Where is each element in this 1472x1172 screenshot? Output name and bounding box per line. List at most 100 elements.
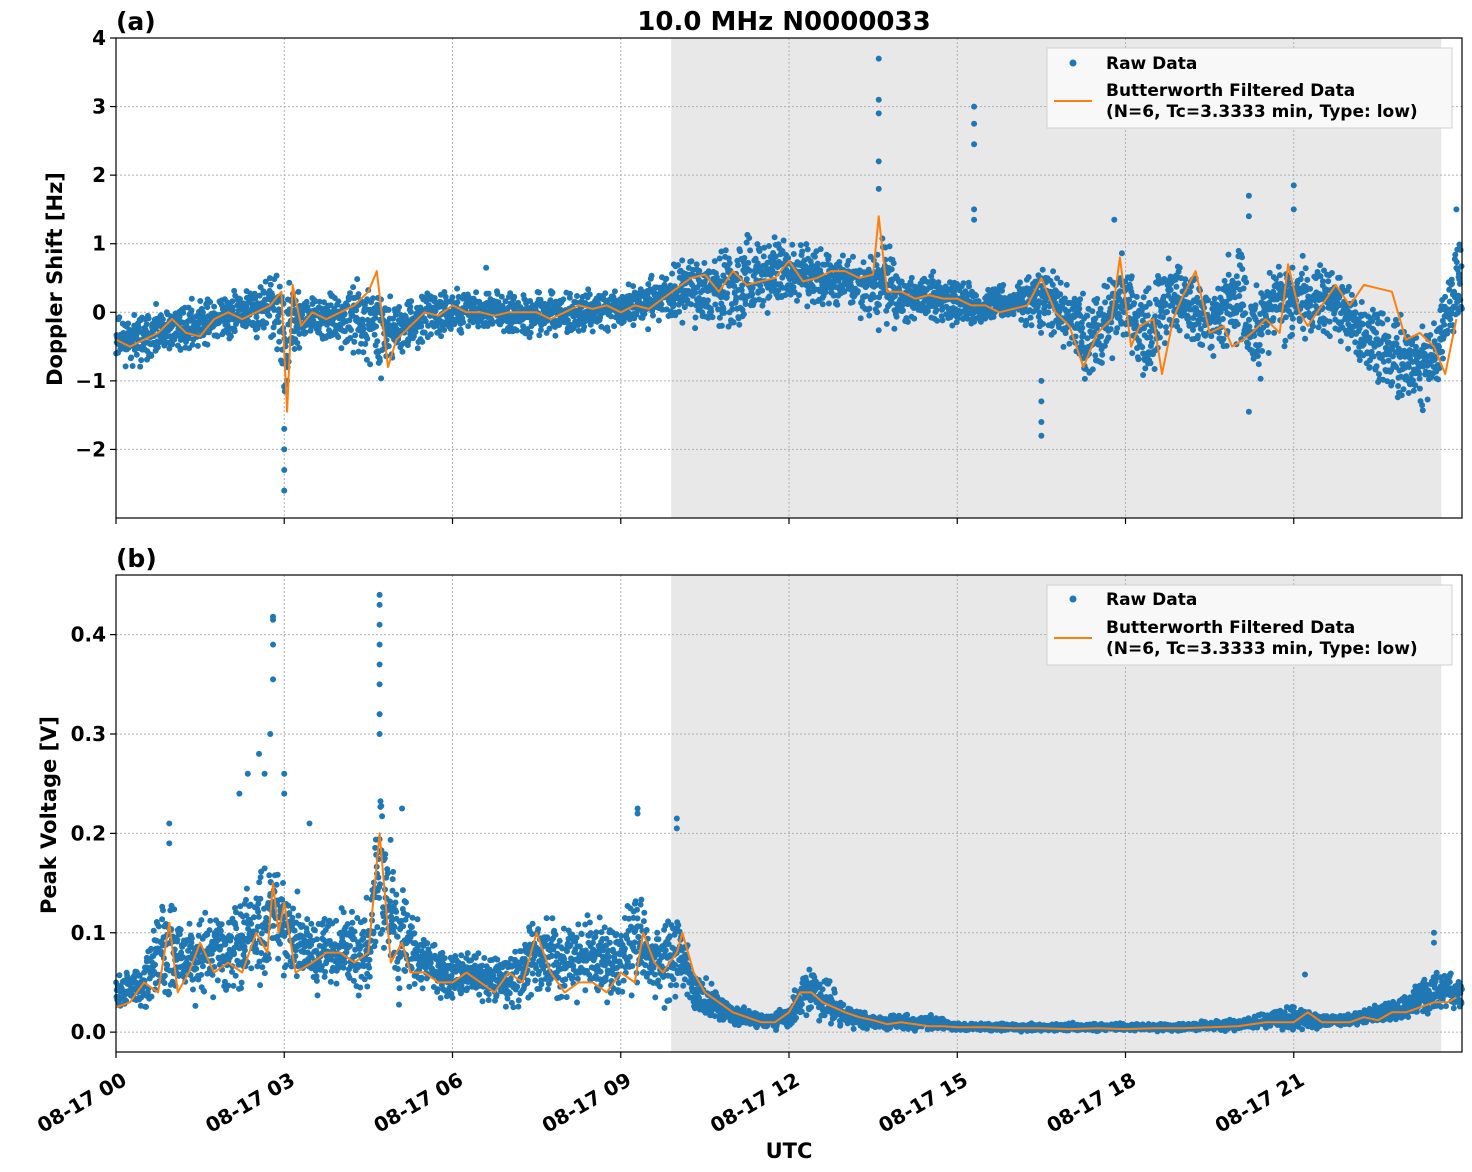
panel-b-legend: Raw Data Butterworth Filtered Data (N=6,… [1046,584,1453,666]
panel-b: (b) 0.00.10.20.30.4 08-17 00 08-17 03 08-1… [33,544,1465,1138]
raw-data-point [1290,182,1297,189]
panel-a: (a) −2 −1 0 1 2 3 4 Doppler Shift [Hz] Raw Dat… [43,7,1465,524]
raw-data-point [1038,419,1045,425]
filtered-data-line [115,832,1457,1031]
panel-b-legend-box [1046,584,1453,666]
raw-data-point [673,825,680,832]
raw-data-point [971,141,978,148]
panel-a-x-ticks [115,518,1295,524]
x-tick-label: 08-17 06 [369,1067,467,1137]
y-tick-label: 0.2 [71,821,106,845]
raw-data-point [971,103,978,110]
raw-data-point [1245,408,1252,415]
panel-a-legend-box [1046,47,1453,129]
raw-data-point [875,55,882,62]
raw-data-point [1111,216,1118,223]
panel-a-y-ticks: −2 −1 0 1 2 3 4 [75,26,116,461]
raw-data-point [267,731,274,737]
raw-data-point [270,613,277,620]
panel-b-filtered-line [115,832,1457,1031]
panel-b-x-ticks: 08-17 00 08-17 03 08-17 06 08-17 09 08-17 12… [33,1052,1308,1138]
raw-data-point [1038,432,1045,439]
panel-b-legend-raw-label: Raw Data [1106,590,1197,610]
filtered-data-line [115,215,1458,413]
y-tick-label: 1 [92,232,106,256]
raw-data-point [875,110,882,117]
panel-b-label: (b) [116,544,157,573]
raw-data-point [971,120,978,127]
raw-data-point [376,601,383,608]
raw-data-point [376,641,383,648]
raw-data-point [1430,929,1437,936]
raw-data-point [376,681,383,688]
raw-data-point [971,216,978,223]
panel-a-filtered-line [115,215,1458,413]
panel-a-legend-raw-marker [1069,59,1077,67]
y-tick-label: 0.1 [71,921,106,945]
raw-data-point [673,815,680,822]
raw-data-point [1245,192,1252,199]
raw-data-point [166,840,173,847]
raw-data-point [281,790,288,797]
raw-data-point [875,96,882,103]
raw-data-point [376,591,383,598]
raw-data-point [634,810,641,817]
panel-a-legend: Raw Data Butterworth Filtered Data (N=6,… [1046,47,1453,129]
x-tick-label: 08-17 18 [1042,1067,1140,1137]
raw-data-point [376,731,383,737]
raw-data-point [971,206,978,213]
x-tick-label: 08-17 00 [33,1067,131,1137]
raw-data-point [281,446,288,453]
raw-data-point [1430,939,1437,946]
y-tick-label: 0.3 [71,722,106,746]
raw-data-point [270,676,277,683]
raw-data-point [1038,377,1045,384]
raw-data-point [256,750,263,757]
raw-data-point [376,711,383,718]
panel-a-label: (a) [116,7,156,36]
raw-data-point [634,805,641,812]
y-tick-label: 3 [92,95,106,119]
raw-data-point [1453,206,1460,213]
panel-b-legend-raw-marker [1069,595,1077,603]
raw-data-point [1038,398,1045,405]
panel-a-y-axis-label: Doppler Shift [Hz] [43,172,67,386]
raw-data-point [281,487,288,494]
raw-data-point [281,467,288,473]
raw-data-point [281,770,288,777]
y-tick-label: 0 [92,300,106,324]
raw-data-point [236,790,243,797]
raw-data-point [875,185,882,192]
raw-data-point [306,820,313,827]
y-tick-label: 0.4 [71,623,106,647]
y-tick-label: 4 [92,26,106,50]
raw-data-point [1245,213,1252,220]
figure-title: 10.0 MHz N0000033 [637,7,930,37]
raw-data-point [281,425,288,432]
x-tick-label: 08-17 03 [201,1067,299,1137]
raw-data-point [270,641,277,648]
raw-data-point [1301,971,1308,978]
raw-data-point [244,770,251,777]
x-tick-label: 08-17 09 [538,1067,636,1137]
y-tick-label: 2 [92,163,106,187]
panel-b-y-axis-label: Peak Voltage [V] [37,716,61,914]
x-tick-label: 08-17 12 [706,1067,804,1137]
y-tick-label: −2 [75,437,106,461]
raw-data-point [261,770,268,777]
raw-data-point [376,621,383,628]
y-tick-label: 0.0 [71,1020,106,1044]
panel-b-legend-filtered-label-1: Butterworth Filtered Data [1106,618,1355,638]
panel-b-y-ticks: 0.0 0.1 0.2 0.3 0.4 [71,623,116,1044]
panel-b-legend-filtered-label-2: (N=6, Tc=3.3333 min, Type: low) [1106,639,1418,659]
raw-data-point [166,820,173,827]
x-tick-label: 08-17 15 [874,1067,972,1137]
raw-data-point [376,661,383,668]
panel-a-legend-filtered-label-1: Butterworth Filtered Data [1106,81,1355,101]
x-tick-label: 08-17 21 [1211,1067,1309,1137]
raw-data-point [1290,206,1297,213]
x-axis-label: UTC [766,1139,813,1163]
panel-a-legend-raw-label: Raw Data [1106,54,1197,74]
raw-data-point [875,158,882,165]
